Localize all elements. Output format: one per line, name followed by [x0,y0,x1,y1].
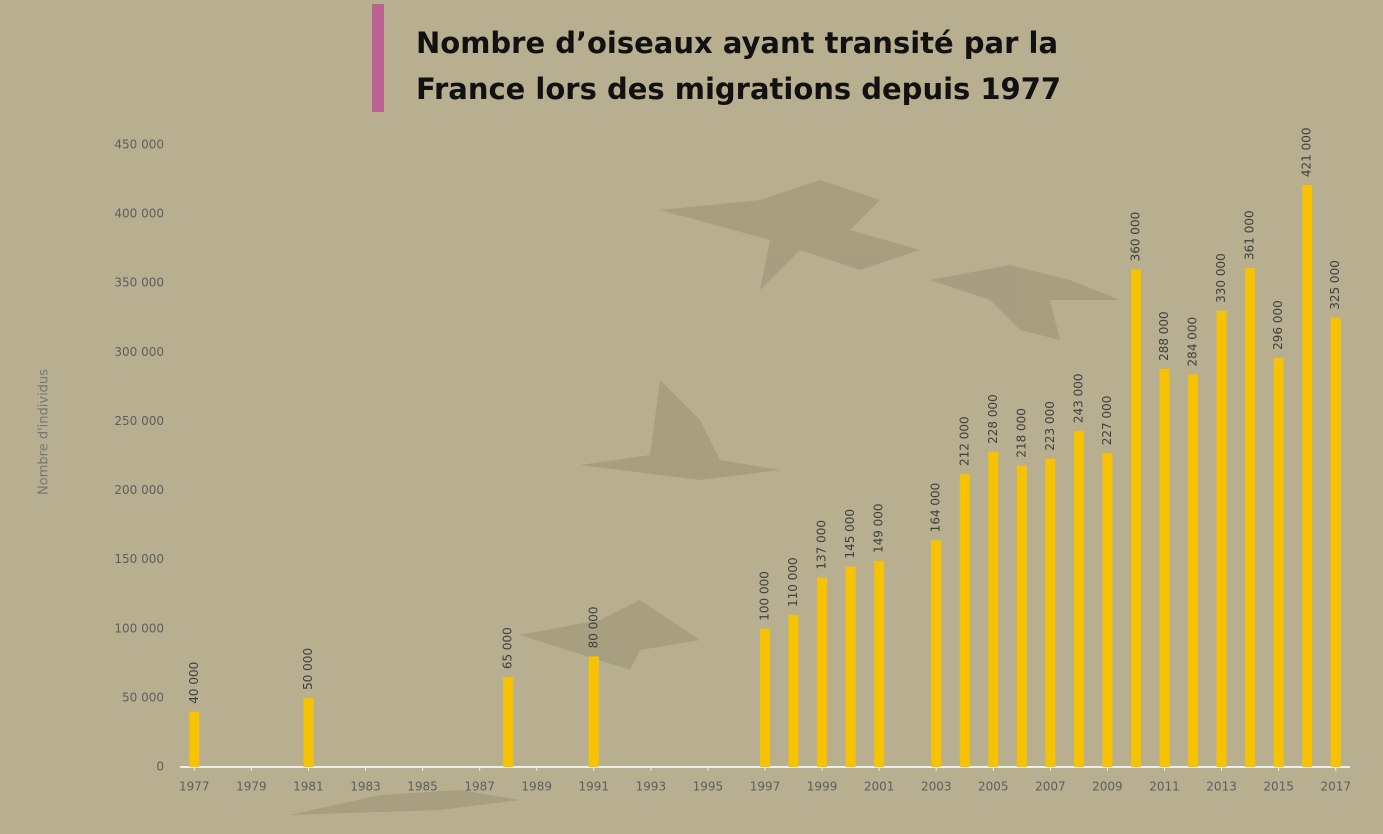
bird-silhouettes [290,180,1120,815]
bar [1073,431,1084,767]
x-tick-label: 2001 [864,780,895,794]
x-tick-label: 1993 [636,780,667,794]
bar [1245,268,1256,767]
x-tick-label: 2007 [1035,780,1066,794]
value-label: 149 000 [872,503,886,553]
value-label: 137 000 [815,520,829,570]
value-label: 145 000 [843,509,857,559]
bar [988,451,999,767]
bar [874,561,885,767]
value-label: 65 000 [501,627,515,669]
x-tick-label: 2003 [921,780,952,794]
value-label: 325 000 [1328,260,1342,310]
bar [1216,310,1227,767]
bar [788,614,799,767]
value-label: 360 000 [1128,212,1142,262]
bar [1016,465,1027,767]
bar [1045,458,1056,767]
x-tick-label: 1999 [807,780,838,794]
x-tick-label: 1987 [464,780,495,794]
bar [189,711,200,767]
value-label: 50 000 [301,648,315,690]
x-tick-label: 1981 [293,780,324,794]
bar [1330,317,1341,767]
y-tick-label: 450 000 [114,138,164,152]
x-tick-label: 2017 [1320,780,1351,794]
value-label: 361 000 [1243,210,1257,260]
bar [817,577,828,767]
y-tick-label: 200 000 [114,483,164,497]
x-tick-label: 2011 [1149,780,1180,794]
value-label: 80 000 [586,606,600,648]
value-label: 421 000 [1300,127,1314,177]
value-label: 228 000 [986,394,1000,444]
x-tick-label: 2005 [978,780,1009,794]
value-label: 227 000 [1100,396,1114,446]
y-tick-label: 350 000 [114,276,164,290]
y-tick-label: 100 000 [114,621,164,635]
bar [959,473,970,767]
x-tick-label: 1983 [350,780,381,794]
value-label: 284 000 [1186,317,1200,367]
x-tick-label: 1991 [579,780,610,794]
x-tick-label: 1995 [693,780,724,794]
x-tick-label: 1989 [521,780,552,794]
bar [1188,374,1199,767]
value-label: 296 000 [1271,300,1285,350]
y-tick-label: 50 000 [122,690,164,704]
value-label: 100 000 [758,571,772,621]
y-axis-label: Nombre d'individus [37,369,52,495]
bar [503,677,514,767]
value-label: 110 000 [786,557,800,607]
title-accent [372,4,384,112]
x-tick-label: 1979 [236,780,267,794]
bar [1273,357,1284,767]
x-tick-label: 2009 [1092,780,1123,794]
x-tick-label: 1997 [750,780,781,794]
bar [1130,269,1141,767]
y-tick-label: 150 000 [114,552,164,566]
y-tick-label: 400 000 [114,207,164,221]
value-label: 288 000 [1157,311,1171,361]
x-tick-label: 2013 [1206,780,1237,794]
value-label: 223 000 [1043,401,1057,451]
value-label: 330 000 [1214,253,1228,303]
bar [303,697,314,767]
bar [1302,185,1313,767]
bar [1102,453,1113,767]
value-label: 40 000 [187,662,201,704]
y-tick-label: 250 000 [114,414,164,428]
y-tick-label: 300 000 [114,345,164,359]
bar [760,628,770,767]
bar [845,566,856,767]
bar [931,540,942,767]
chart-title: Nombre d’oiseaux ayant transité par la F… [416,26,1062,106]
value-label: 218 000 [1014,408,1028,458]
value-label: 243 000 [1071,373,1085,423]
bar [1159,368,1170,767]
value-label: 164 000 [929,483,943,533]
x-tick-label: 2015 [1263,780,1294,794]
y-tick-label: 0 [156,760,164,774]
x-tick-label: 1977 [179,780,210,794]
bar [588,656,599,767]
value-label: 212 000 [957,416,971,466]
x-tick-label: 1985 [407,780,438,794]
